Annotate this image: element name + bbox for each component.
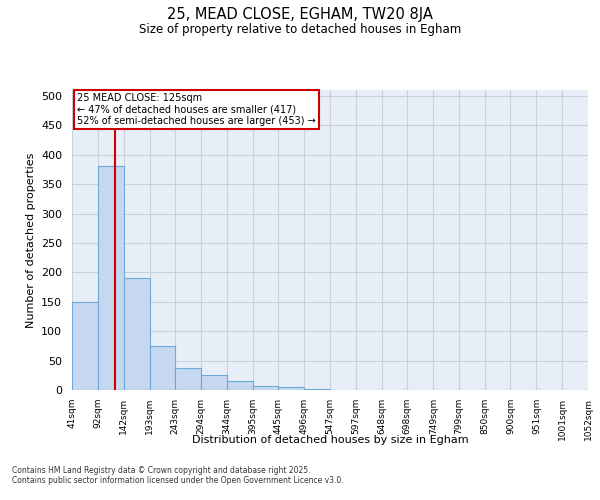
Bar — [175, 368, 201, 390]
Text: 25 MEAD CLOSE: 125sqm
← 47% of detached houses are smaller (417)
52% of semi-det: 25 MEAD CLOSE: 125sqm ← 47% of detached … — [77, 93, 316, 126]
Bar — [72, 302, 98, 390]
Bar — [227, 381, 253, 390]
Y-axis label: Number of detached properties: Number of detached properties — [26, 152, 35, 328]
Bar — [278, 387, 304, 390]
Bar — [253, 386, 278, 390]
Text: Size of property relative to detached houses in Egham: Size of property relative to detached ho… — [139, 22, 461, 36]
Bar — [98, 166, 124, 390]
Text: 25, MEAD CLOSE, EGHAM, TW20 8JA: 25, MEAD CLOSE, EGHAM, TW20 8JA — [167, 8, 433, 22]
Text: Contains HM Land Registry data © Crown copyright and database right 2025.
Contai: Contains HM Land Registry data © Crown c… — [12, 466, 344, 485]
Bar — [149, 346, 175, 390]
Bar — [201, 376, 227, 390]
Text: Distribution of detached houses by size in Egham: Distribution of detached houses by size … — [191, 435, 469, 445]
Bar — [304, 389, 330, 390]
Bar — [124, 278, 149, 390]
